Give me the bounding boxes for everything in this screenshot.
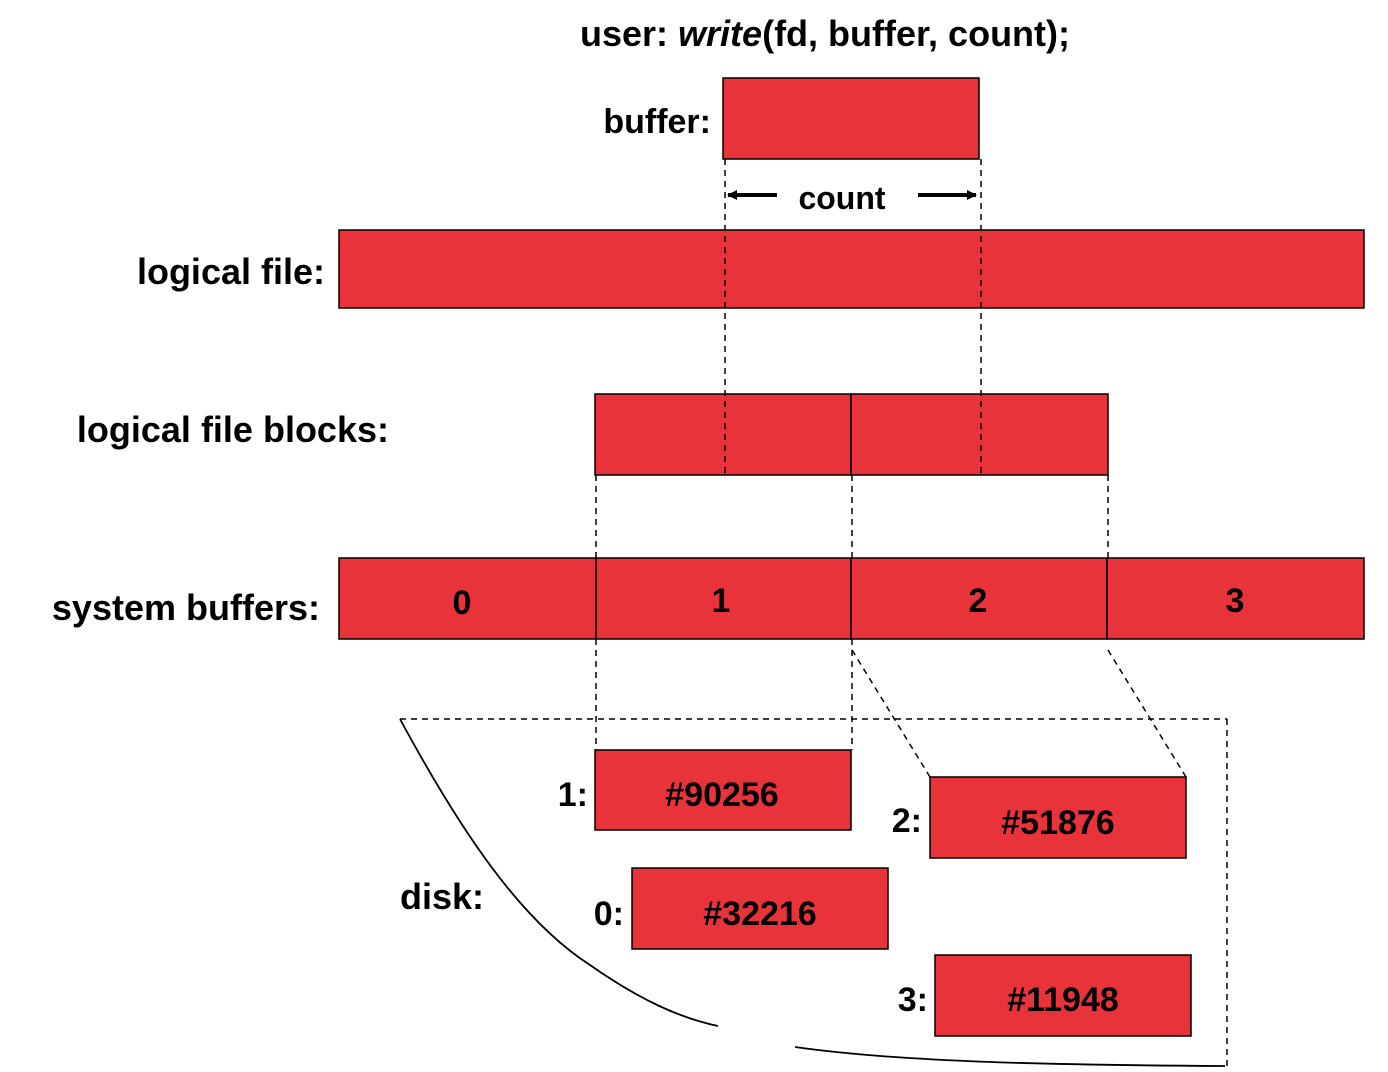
disk-block-3-id: #11948 [1007, 981, 1119, 1019]
disk-curve-left [399, 718, 719, 1027]
logical-file-label: logical file: [137, 251, 325, 292]
system-buffer-3-label: 3 [1226, 582, 1245, 620]
system-buffer-1 [595, 557, 852, 640]
system-buffer-0 [338, 557, 597, 640]
logical-file-block-1 [594, 393, 852, 476]
buffer2-to-disk-right [1107, 649, 1187, 778]
system-buffer-1-label: 1 [712, 582, 731, 620]
disk-block-2-id: #51876 [1001, 804, 1114, 842]
disk-block-1-rect [594, 749, 852, 831]
connector-lines [400, 159, 1228, 1070]
system-buffer-2 [850, 557, 1108, 640]
system-buffer-0-label: 0 [453, 584, 472, 622]
system-buffer-2-label: 2 [969, 582, 988, 620]
title-call: write [678, 13, 762, 54]
disk-blocks: 1: #90256 2: #51876 0: #32216 3: #11948 [558, 749, 1192, 1037]
disk-block-0-id: #32216 [703, 895, 816, 933]
disk-block-2-index: 2: [892, 802, 922, 840]
system-buffer-3 [1106, 557, 1365, 640]
disk-block-3: 3: #11948 [898, 954, 1192, 1037]
title-prefix: user: [580, 13, 678, 54]
disk-block-1-index: 1: [558, 776, 588, 814]
disk-block-1: 1: #90256 [558, 749, 852, 831]
disk-block-0-rect [631, 867, 889, 950]
count-label: count [798, 180, 885, 216]
disk-block-2-rect [929, 776, 1187, 859]
system-buffers-label: system buffers: [52, 587, 320, 628]
disk-block-0: 0: #32216 [594, 867, 889, 950]
disk-block-0-index: 0: [594, 895, 624, 933]
disk-block-2: 2: #51876 [892, 776, 1187, 859]
buffer2-to-disk-left [851, 649, 931, 778]
user-buffer-block [722, 77, 980, 160]
title: user: write(fd, buffer, count); [580, 13, 1070, 54]
logical-file-block [338, 229, 1365, 309]
logical-file-blocks-label: logical file blocks: [77, 409, 389, 450]
disk-block-1-id: #90256 [665, 776, 778, 814]
disk-block-3-index: 3: [898, 981, 928, 1019]
title-args: (fd, buffer, count); [762, 13, 1070, 54]
disk-label: disk: [400, 876, 484, 917]
system-buffers: 0 1 2 3 [338, 557, 1365, 640]
logical-file-block-2 [850, 393, 1109, 476]
buffer-label: buffer: [603, 103, 711, 141]
disk-curve-bottom [794, 1046, 1226, 1067]
disk-block-3-rect [934, 954, 1192, 1037]
